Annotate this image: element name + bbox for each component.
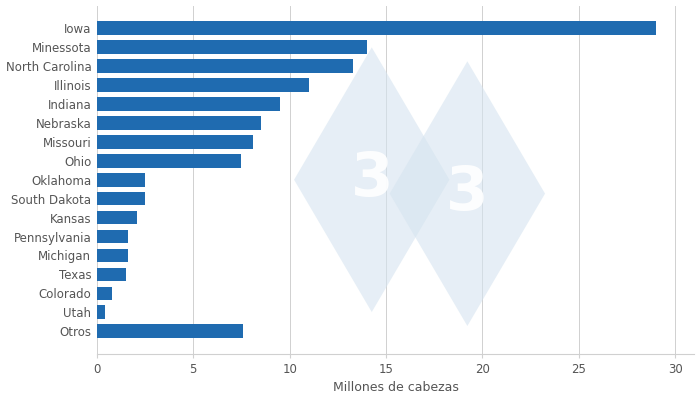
- Bar: [97, 116, 260, 130]
- Text: 3: 3: [351, 150, 393, 209]
- Bar: [97, 324, 244, 338]
- Bar: [97, 286, 112, 300]
- Bar: [97, 135, 253, 149]
- Bar: [97, 268, 126, 281]
- Bar: [97, 173, 145, 186]
- X-axis label: Millones de cabezas: Millones de cabezas: [332, 382, 458, 394]
- Bar: [97, 230, 127, 243]
- Bar: [97, 192, 145, 206]
- Bar: [97, 249, 127, 262]
- Polygon shape: [294, 47, 449, 312]
- Text: 3: 3: [446, 164, 489, 223]
- Bar: [97, 154, 242, 168]
- Bar: [97, 21, 656, 35]
- Bar: [97, 211, 137, 224]
- Bar: [97, 78, 309, 92]
- Bar: [97, 97, 280, 111]
- Polygon shape: [390, 61, 545, 326]
- Bar: [97, 40, 367, 54]
- Bar: [97, 59, 354, 73]
- Bar: [97, 306, 104, 319]
